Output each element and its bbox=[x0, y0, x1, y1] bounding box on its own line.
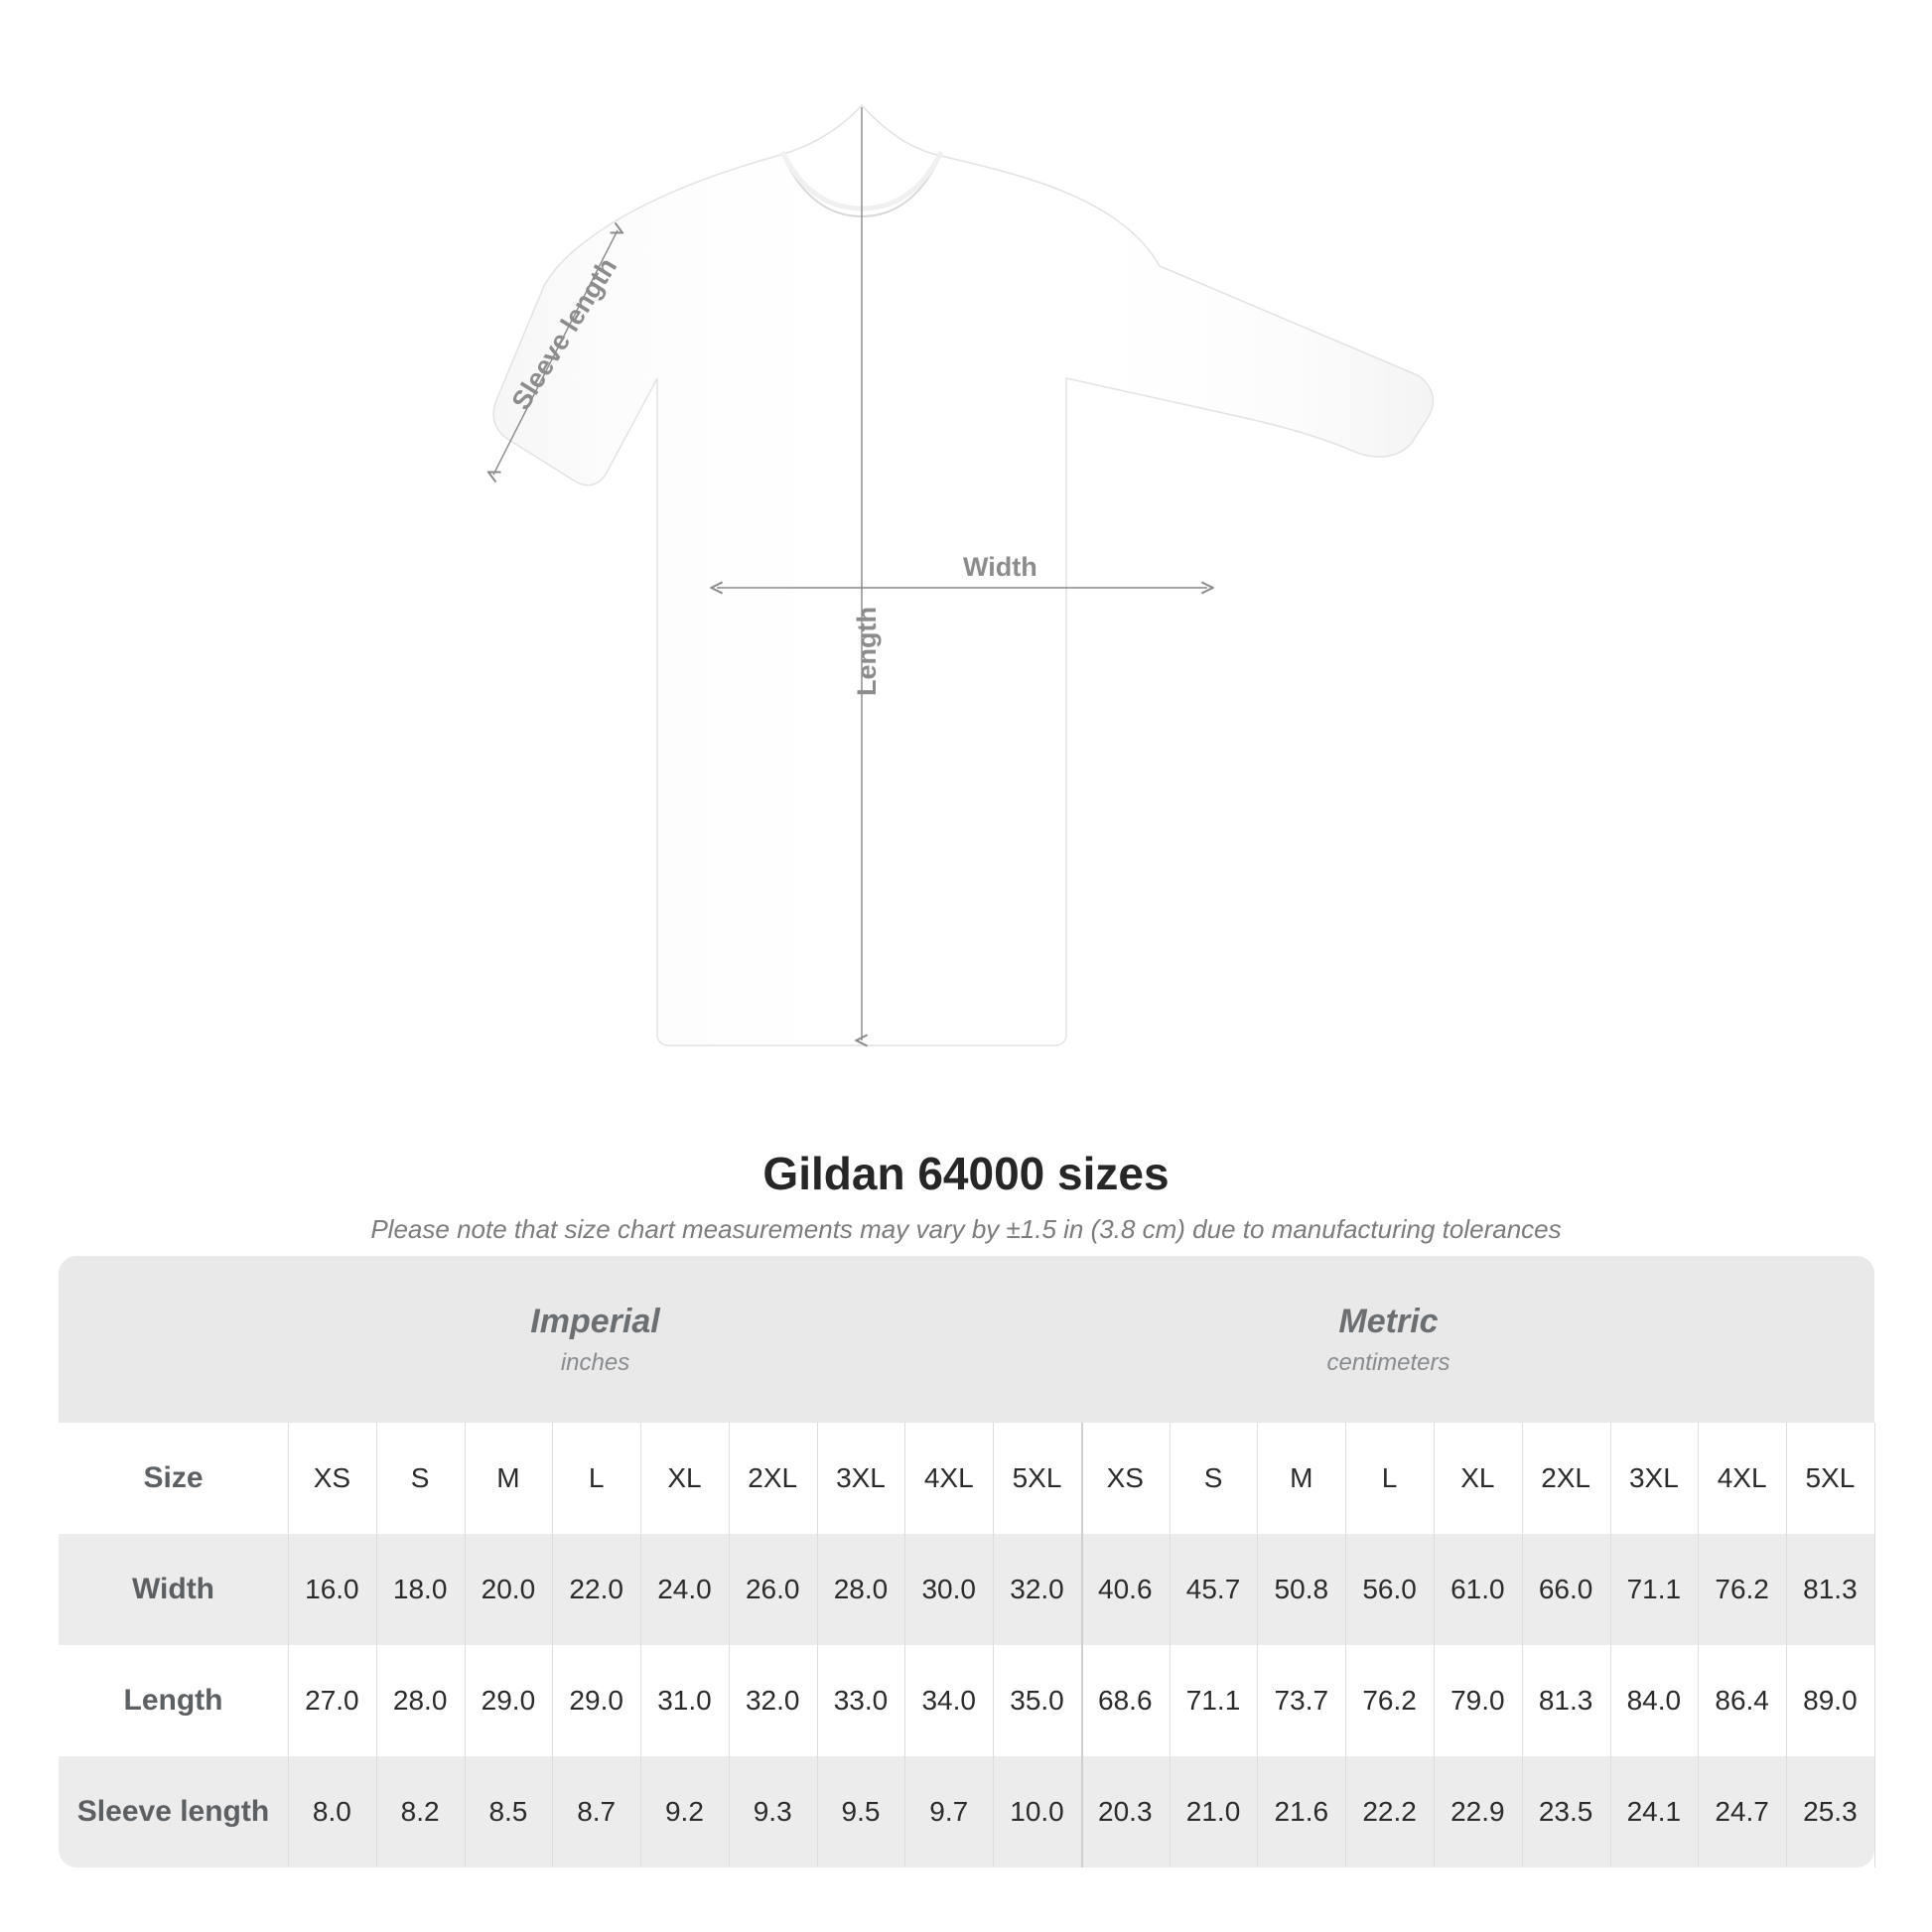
svg-text:Width: Width bbox=[963, 552, 1037, 582]
svg-text:Length: Length bbox=[852, 607, 882, 696]
